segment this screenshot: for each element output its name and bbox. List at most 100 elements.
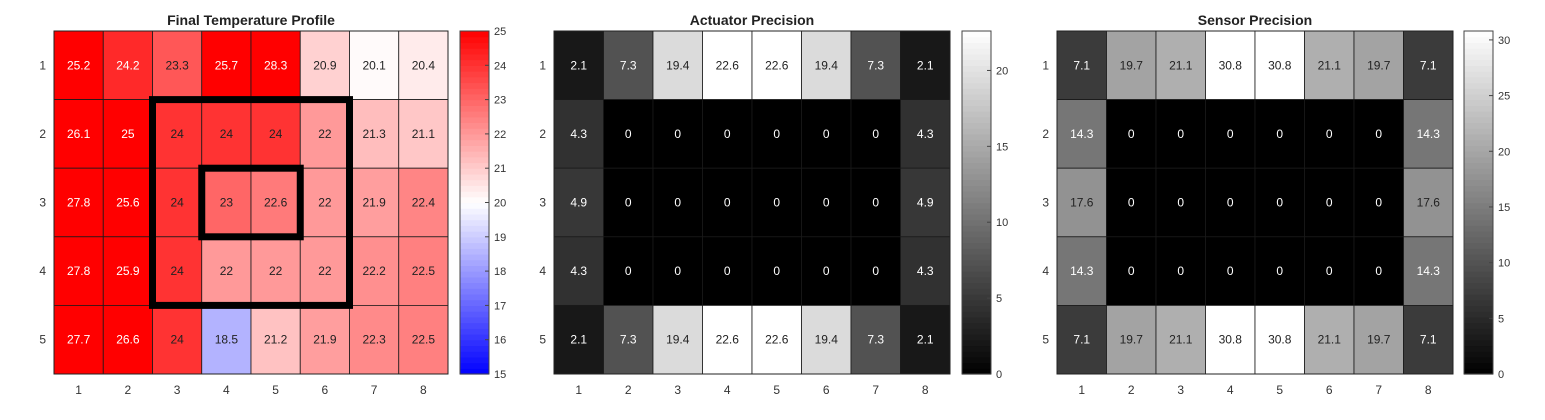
colorbar-segment (962, 225, 991, 232)
heatmap-cell (1403, 167, 1454, 238)
colorbar-segment (1464, 65, 1493, 72)
heatmap-cell (201, 30, 252, 100)
colorbar-segment (1464, 242, 1493, 249)
heatmap-cell (850, 236, 901, 306)
x-tick-label: 7 (1375, 383, 1382, 397)
colorbar-segment (460, 259, 489, 266)
heatmap-cell (1155, 99, 1206, 169)
colorbar-segment (460, 248, 489, 255)
cell-value-label: 20.4 (412, 58, 436, 72)
cell-value-label: 19.7 (1367, 58, 1391, 72)
heatmap-cell (1106, 304, 1157, 375)
x-tick-label: 5 (773, 383, 780, 397)
heatmap-panel-1: Final Temperature Profile 25.2 24.2 23.3 25.… (39, 12, 506, 397)
heatmap-cell (398, 304, 449, 375)
colorbar-segment (1464, 122, 1493, 129)
colorbar-segment (460, 282, 489, 289)
colorbar-segment (1464, 196, 1493, 204)
chart-title: Sensor Precision (1198, 12, 1312, 28)
heatmap-cell (1353, 167, 1404, 238)
heatmap-cell (702, 167, 753, 238)
colorbar-segment (1464, 299, 1493, 306)
heatmap-cell (201, 304, 252, 375)
cell-value-label: 24 (170, 127, 184, 141)
cell-value-label: 0 (773, 127, 780, 141)
cell-value-label: 0 (1276, 196, 1283, 210)
heatmap-cell (603, 304, 654, 375)
colorbar-tick-label: 10 (996, 217, 1008, 229)
heatmap-cell (751, 99, 802, 169)
colorbar-tick-label: 25 (494, 26, 506, 38)
cell-value-label: 24 (170, 264, 184, 278)
x-tick-label: 1 (575, 383, 582, 397)
colorbar-segment (1464, 162, 1493, 169)
cell-value-label: 7.3 (867, 333, 884, 347)
colorbar-segment (962, 316, 991, 324)
heatmap-cell (900, 99, 951, 169)
heatmap-cell (801, 167, 852, 238)
cell-value-label: 19.4 (815, 333, 839, 347)
colorbar-segment (1464, 36, 1493, 44)
y-tick-label: 5 (1042, 333, 1049, 347)
colorbar-segment (460, 162, 489, 169)
y-tick-label: 4 (39, 264, 46, 278)
heatmap-panel-2: Actuator Precision 2.1 7.3 19.4 22.6 22.6 19.4… (539, 12, 1008, 397)
x-tick-label: 1 (1078, 383, 1085, 397)
heatmap-cell (1403, 30, 1454, 100)
y-tick-label: 5 (539, 333, 546, 347)
heatmap-cell (553, 304, 604, 375)
colorbar-segment (1464, 219, 1493, 226)
colorbar-segment (1464, 351, 1493, 358)
colorbar-tick-label: 19 (494, 232, 506, 244)
cell-value-label: 4.3 (917, 127, 934, 141)
colorbar-segment (1464, 105, 1493, 112)
colorbar-segment (962, 156, 991, 164)
colorbar-segment (962, 42, 991, 49)
colorbar-segment (460, 345, 489, 352)
heatmap-cell (553, 30, 604, 100)
colorbar-segment (962, 151, 991, 158)
colorbar-segment (1464, 208, 1493, 215)
y-tick-label: 1 (539, 58, 546, 72)
cell-value-label: 2.1 (570, 58, 587, 72)
colorbar-segment (1464, 88, 1493, 95)
colorbar-segment (962, 133, 991, 141)
colorbar-segment (962, 162, 991, 169)
chart-title: Final Temperature Profile (167, 12, 335, 28)
cell-value-label: 0 (773, 196, 780, 210)
colorbar-segment (460, 333, 489, 341)
colorbar-segment (962, 293, 991, 301)
colorbar-segment (962, 88, 991, 95)
region-outline (149, 96, 353, 309)
heatmap-cell (152, 236, 203, 306)
colorbar-segment (460, 53, 489, 61)
colorbar-segment (962, 231, 991, 238)
colorbar-segment (460, 128, 489, 135)
colorbar-segment (460, 122, 489, 129)
colorbar-segment (962, 145, 991, 152)
colorbar-segment (1464, 128, 1493, 135)
cell-value-label: 21.1 (1169, 58, 1193, 72)
heatmap-cell (553, 167, 604, 238)
x-tick-label: 3 (174, 383, 181, 397)
heatmap-cell (1254, 304, 1305, 375)
colorbar-segment (460, 168, 489, 175)
cell-value-label: 0 (724, 264, 731, 278)
heatmap-cell (152, 304, 203, 375)
cell-value-label: 0 (625, 196, 632, 210)
colorbar-segment (962, 242, 991, 249)
cell-value-label: 0 (1375, 196, 1382, 210)
cell-value-label: 0 (1276, 127, 1283, 141)
cell-value-label: 22.6 (765, 333, 789, 347)
x-tick-label: 6 (322, 383, 329, 397)
colorbar-segment (460, 139, 489, 146)
cell-value-label: 14.3 (1417, 127, 1441, 141)
cell-value-label: 0 (1177, 264, 1184, 278)
colorbar-segment (460, 356, 489, 364)
x-tick-label: 5 (272, 383, 279, 397)
colorbar-segment (962, 191, 991, 198)
cell-value-label: 0 (674, 264, 681, 278)
colorbar-segment (962, 76, 991, 84)
colorbar-segment (460, 173, 489, 181)
heatmap-cell (850, 99, 901, 169)
